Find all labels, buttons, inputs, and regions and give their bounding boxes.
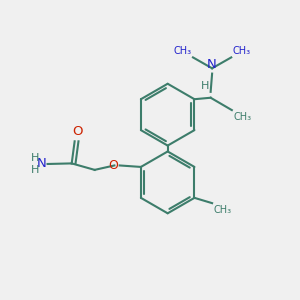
Text: O: O [108, 159, 118, 172]
Text: CH₃: CH₃ [234, 112, 252, 122]
Text: H: H [201, 81, 209, 91]
Text: H: H [31, 166, 39, 176]
Text: N: N [207, 58, 217, 71]
Text: O: O [73, 125, 83, 138]
Text: N: N [36, 157, 46, 170]
Text: CH₃: CH₃ [214, 205, 232, 215]
Text: H: H [31, 152, 39, 163]
Text: CH₃: CH₃ [173, 46, 191, 56]
Text: CH₃: CH₃ [233, 46, 251, 56]
